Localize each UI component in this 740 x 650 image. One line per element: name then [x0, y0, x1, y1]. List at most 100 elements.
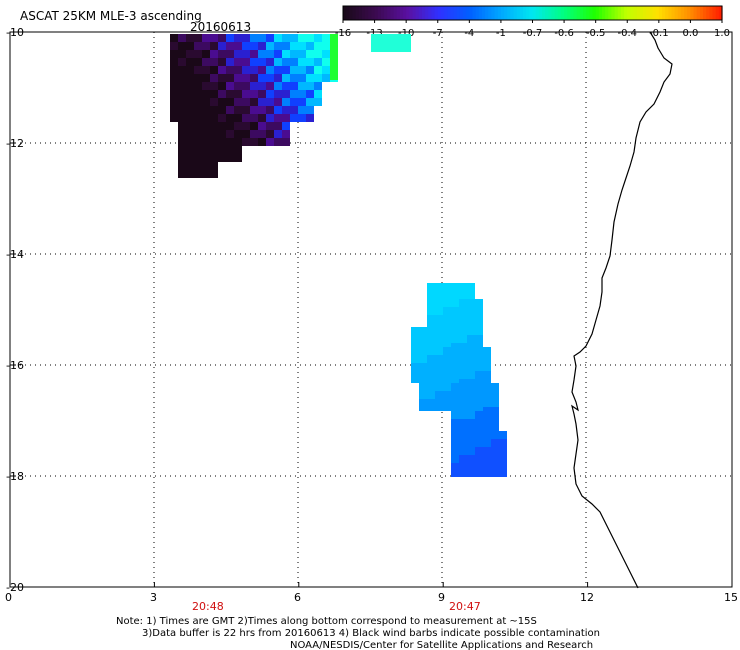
swath-pixel [483, 463, 491, 471]
colorbar-segment [409, 6, 414, 20]
swath-pixel [491, 407, 499, 411]
swath-pixel [451, 431, 459, 439]
swath-pixel [234, 98, 242, 106]
swath-pixel [419, 363, 427, 371]
swath-pixel [451, 471, 459, 477]
y-tick-label: -20 [6, 581, 24, 594]
swath-pixel [443, 399, 451, 407]
colorbar-segment [624, 6, 628, 20]
swath-pixel [459, 391, 467, 399]
swath-pixel [290, 50, 298, 58]
swath-pixel [250, 82, 258, 90]
swath-pixel [258, 50, 266, 58]
swath-pixel [306, 98, 314, 106]
swath-pixel [274, 98, 282, 106]
swath-pixel [411, 343, 419, 347]
swath-pixel [258, 82, 266, 90]
swath-pixel [266, 90, 274, 98]
swath-pixel [290, 90, 298, 98]
swath-pixel [274, 82, 282, 90]
swath-pixel [258, 66, 266, 74]
colorbar-segment [475, 6, 480, 20]
swath-pixel [475, 419, 483, 427]
swath-pixel [242, 98, 250, 106]
swath-pixel [314, 98, 322, 106]
swath-pixel [194, 130, 202, 138]
swath-pixel [491, 391, 499, 399]
swath-pixel [443, 391, 451, 399]
x-tick-label: 3 [150, 591, 157, 604]
swath-pixel [186, 154, 194, 162]
swath-pixel [178, 58, 186, 66]
swath-pixel [250, 122, 258, 130]
swath-pixel [475, 315, 483, 323]
colorbar-segment [696, 6, 701, 20]
swath-pixel [451, 407, 459, 411]
colorbar-segment [387, 6, 391, 20]
colorbar-segment [674, 6, 679, 20]
colorbar-segment [573, 6, 578, 20]
colorbar-label: -0.4 [617, 28, 637, 39]
swath-pixel [427, 299, 435, 307]
swath-pixel [435, 335, 443, 343]
colorbar-segment [440, 6, 445, 20]
swath-pixel [451, 427, 459, 431]
x-tick-label: 12 [580, 591, 594, 604]
swath-pixel [451, 315, 459, 323]
swath-pixel [226, 90, 234, 98]
y-tick-label: -16 [6, 359, 24, 372]
x-tick-label: 9 [438, 591, 445, 604]
swath-pixel [427, 407, 435, 411]
colorbar-segment [649, 6, 654, 20]
swath-pixel [282, 98, 290, 106]
swath-pixel [483, 427, 491, 431]
swath-pixel [170, 98, 178, 106]
swath-pixel [427, 343, 435, 347]
swath-pixel [475, 371, 483, 379]
colorbar-segment [690, 6, 695, 20]
swath-pixel [443, 383, 451, 391]
swath-pixel [202, 154, 210, 162]
swath-pixel [475, 355, 483, 363]
swath-pixel [475, 431, 483, 439]
swath-pixel [298, 106, 306, 114]
swath-pixel [322, 42, 330, 50]
swath-pixel [274, 122, 282, 130]
swath-pixel [282, 42, 290, 50]
swath-pixel [443, 323, 451, 327]
swath-pixel [443, 343, 451, 347]
swath-pixel [210, 122, 218, 130]
x-axis-labels: 0 3 6 9 12 15 [5, 591, 738, 604]
swath-pixel [282, 66, 290, 74]
swath-pixel [210, 74, 218, 82]
colorbar-segment [437, 6, 442, 20]
colorbar-label: -10 [398, 28, 414, 39]
colorbar-segment [459, 6, 464, 20]
swath-pixel [419, 399, 427, 407]
swath-pixel [290, 74, 298, 82]
swath-pixel [459, 383, 467, 391]
swath-pixel [475, 427, 483, 431]
swath-pixel [226, 122, 234, 130]
swath-pixel [483, 471, 491, 477]
swath-pixel [170, 50, 178, 58]
colorbar-label: -7 [433, 28, 443, 39]
swath-pixel [306, 50, 314, 58]
swath-pixel [314, 42, 322, 50]
swath-pixel [459, 347, 467, 355]
swath-pixel [178, 82, 186, 90]
colorbar-segment [693, 6, 698, 20]
swath-pixel [186, 122, 194, 130]
swath-pixel [218, 74, 226, 82]
swath-pixel [218, 114, 226, 122]
swath-pixel [210, 114, 218, 122]
swath-pixel [491, 447, 499, 455]
swath-pixel [451, 371, 459, 379]
swath-pixel [443, 347, 451, 355]
colorbar-segment [633, 6, 638, 20]
swath-pixel [443, 363, 451, 371]
swath-pixel [306, 66, 314, 74]
note-line-1: Note: 1) Times are GMT 2)Times along bot… [116, 616, 537, 627]
colorbar-segment [431, 6, 436, 20]
swath-pixel [202, 50, 210, 58]
